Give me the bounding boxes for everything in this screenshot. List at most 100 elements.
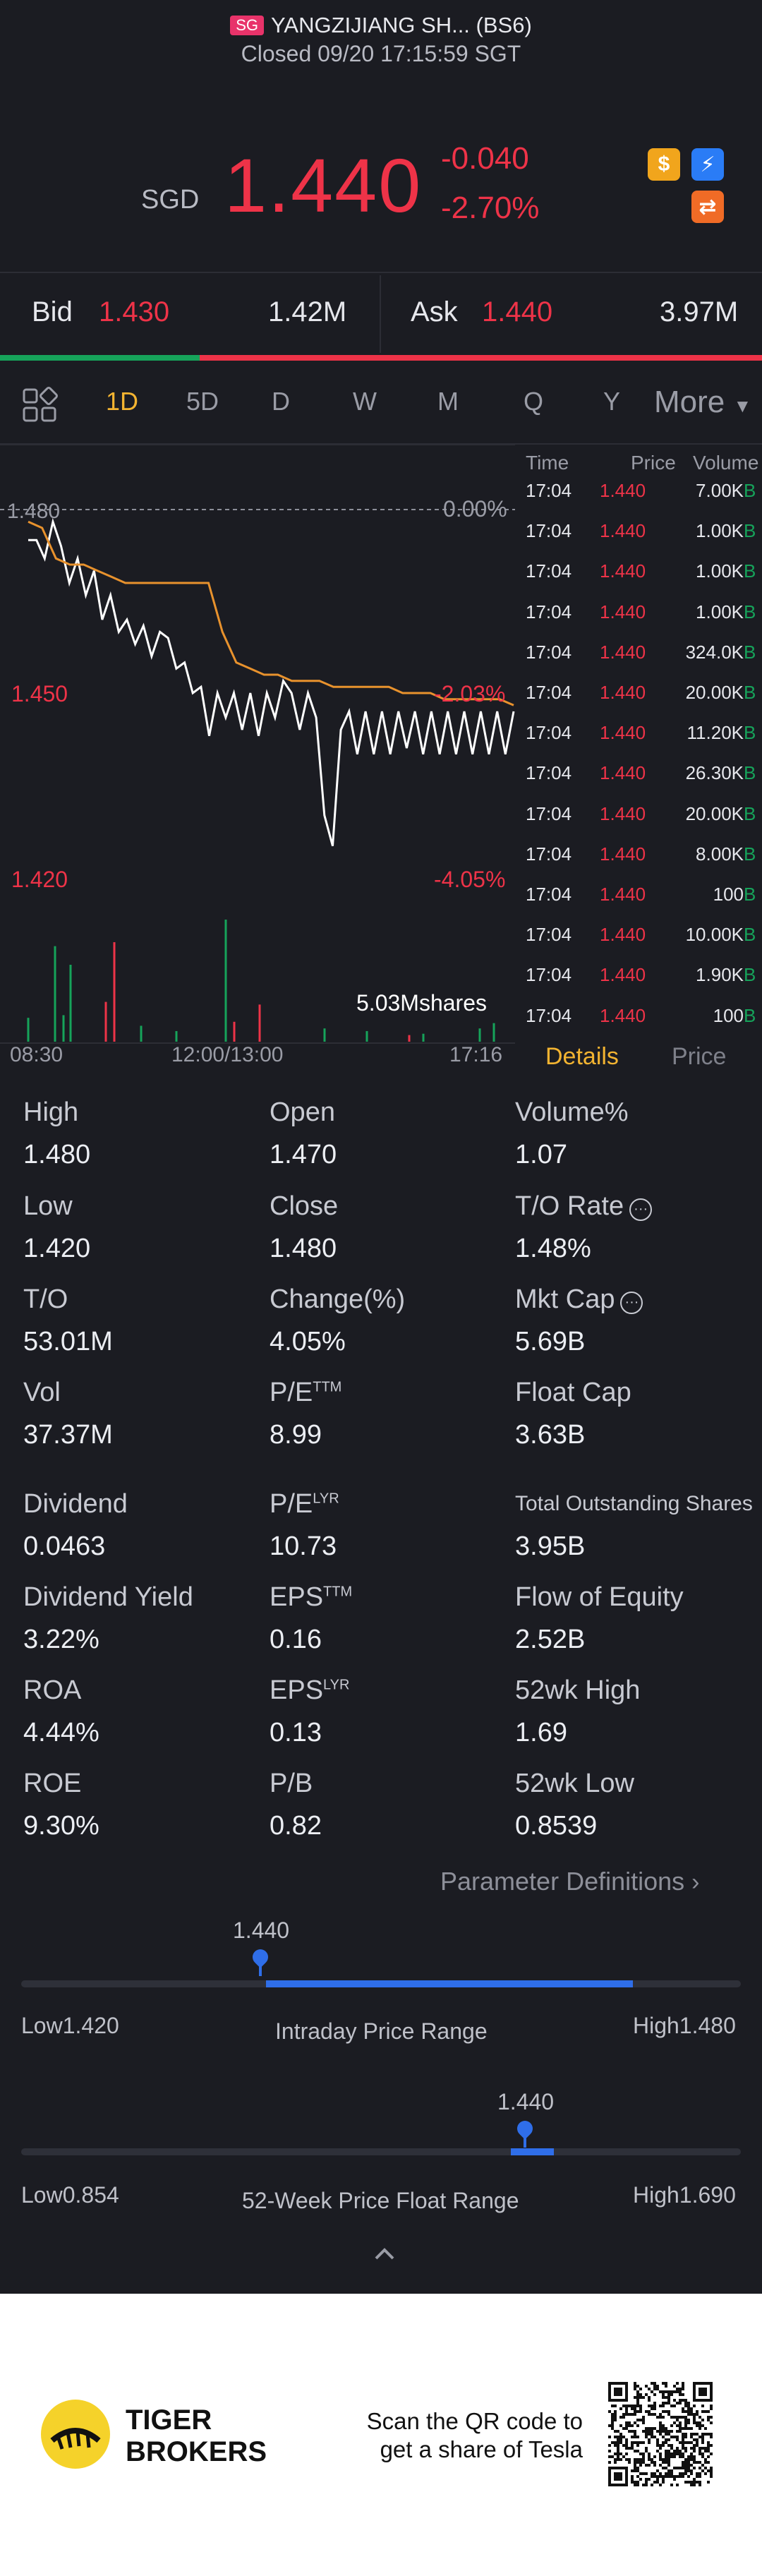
qr-module: [662, 2416, 665, 2419]
qr-module: [659, 2484, 662, 2486]
qr-module: [693, 2438, 696, 2441]
stat-value: 1.07: [515, 1140, 567, 1169]
qr-module: [636, 2461, 639, 2464]
tick-side: B: [744, 802, 756, 824]
tab-period-q[interactable]: Q: [524, 387, 544, 416]
qr-module: [648, 2405, 651, 2407]
qr-module: [684, 2461, 687, 2464]
stat-value: 1.69: [515, 1718, 567, 1747]
qr-module: [619, 2407, 622, 2410]
qr-module: [656, 2444, 659, 2447]
qr-module: [696, 2472, 698, 2475]
qr-module: [670, 2484, 673, 2486]
tab-period-5d[interactable]: 5D: [186, 387, 219, 416]
qr-module: [693, 2450, 696, 2452]
info-icon[interactable]: ···: [620, 1292, 643, 1314]
qr-module: [690, 2407, 693, 2410]
tab-period-1d[interactable]: 1D: [106, 387, 139, 416]
qr-module: [614, 2458, 617, 2461]
qr-module: [682, 2461, 684, 2464]
swap-icon[interactable]: ⇄: [691, 191, 724, 223]
qr-module: [639, 2452, 642, 2455]
week52-range-title: 52-Week Price Float Range: [242, 2188, 519, 2213]
week52-range-track: [21, 2148, 741, 2155]
qr-module: [682, 2467, 684, 2469]
qr-module: [628, 2458, 631, 2461]
qr-module: [614, 2436, 617, 2438]
tab-period-y[interactable]: Y: [603, 387, 621, 416]
qr-module: [617, 2447, 619, 2450]
tick-side: B: [744, 641, 756, 663]
tick-volume: 20.00K: [685, 802, 744, 824]
qr-module: [608, 2424, 611, 2427]
qr-module: [653, 2382, 656, 2385]
lightning-icon[interactable]: ⚡: [691, 148, 724, 181]
qr-module: [710, 2452, 713, 2455]
intraday-chart[interactable]: [0, 445, 519, 1080]
qr-module: [639, 2472, 642, 2475]
parameter-definitions-link[interactable]: Parameter Definitions ›: [440, 1867, 700, 1896]
stat-value: 1.470: [270, 1140, 337, 1169]
qr-module: [665, 2455, 667, 2458]
qr-module: [659, 2424, 662, 2427]
qr-module: [667, 2393, 670, 2396]
qr-module: [645, 2464, 648, 2467]
tab-period-w[interactable]: W: [353, 387, 377, 416]
qr-module: [651, 2475, 653, 2478]
qr-module: [648, 2455, 651, 2458]
qr-module: [662, 2396, 665, 2399]
qr-module: [634, 2382, 636, 2385]
tab-period-m[interactable]: M: [437, 387, 459, 416]
qr-module: [698, 2481, 701, 2484]
pct-label-1: -2.03%: [434, 681, 506, 706]
qr-module: [611, 2416, 614, 2419]
qr-module: [676, 2450, 679, 2452]
qr-module: [690, 2484, 693, 2486]
qr-module: [682, 2447, 684, 2450]
qr-module: [707, 2469, 710, 2472]
qr-module: [617, 2455, 619, 2458]
qr-module: [679, 2441, 682, 2444]
qr-module: [619, 2438, 622, 2441]
qr-finder: [614, 2472, 622, 2481]
qr-module: [707, 2447, 710, 2450]
tick-side: B: [744, 762, 756, 784]
qr-module: [634, 2481, 636, 2484]
tab-period-d[interactable]: D: [272, 387, 290, 416]
qr-module: [682, 2438, 684, 2441]
qr-module: [698, 2452, 701, 2455]
collapse-chevron-icon[interactable]: [370, 2243, 399, 2264]
average-price-line: [28, 520, 514, 706]
qr-module: [651, 2461, 653, 2464]
qr-module: [639, 2393, 642, 2396]
dollar-icon[interactable]: $: [648, 148, 680, 181]
qr-module: [659, 2447, 662, 2450]
qr-module: [662, 2402, 665, 2405]
qr-module: [648, 2464, 651, 2467]
qr-module: [645, 2472, 648, 2475]
qr-module: [653, 2472, 656, 2475]
stock-name: YANGZIJIANG SH... (BS6): [271, 13, 532, 37]
tick-volume: 7.00K: [696, 480, 744, 501]
y-label-high: 1.480: [7, 500, 61, 523]
qr-module: [673, 2467, 676, 2469]
tick-side: B: [744, 964, 756, 986]
tab-details[interactable]: Details: [545, 1043, 619, 1070]
tick-price: 1.440: [600, 560, 646, 582]
tab-price[interactable]: Price: [672, 1043, 727, 1070]
qr-module: [653, 2461, 656, 2464]
grid-layout-icon[interactable]: [21, 387, 58, 423]
qr-module: [701, 2436, 704, 2438]
tick-side: B: [744, 560, 756, 582]
qr-module: [679, 2472, 682, 2475]
info-icon[interactable]: ···: [629, 1198, 653, 1221]
volume-total-label: 5.03Mshares: [356, 990, 487, 1016]
qr-module: [642, 2484, 645, 2486]
intraday-high-label: High1.480: [633, 2013, 736, 2038]
more-periods-dropdown[interactable]: More ▼: [654, 385, 751, 420]
qr-module: [639, 2407, 642, 2410]
qr-module: [676, 2447, 679, 2450]
qr-module: [676, 2424, 679, 2427]
qr-module: [707, 2433, 710, 2436]
qr-module: [690, 2436, 693, 2438]
